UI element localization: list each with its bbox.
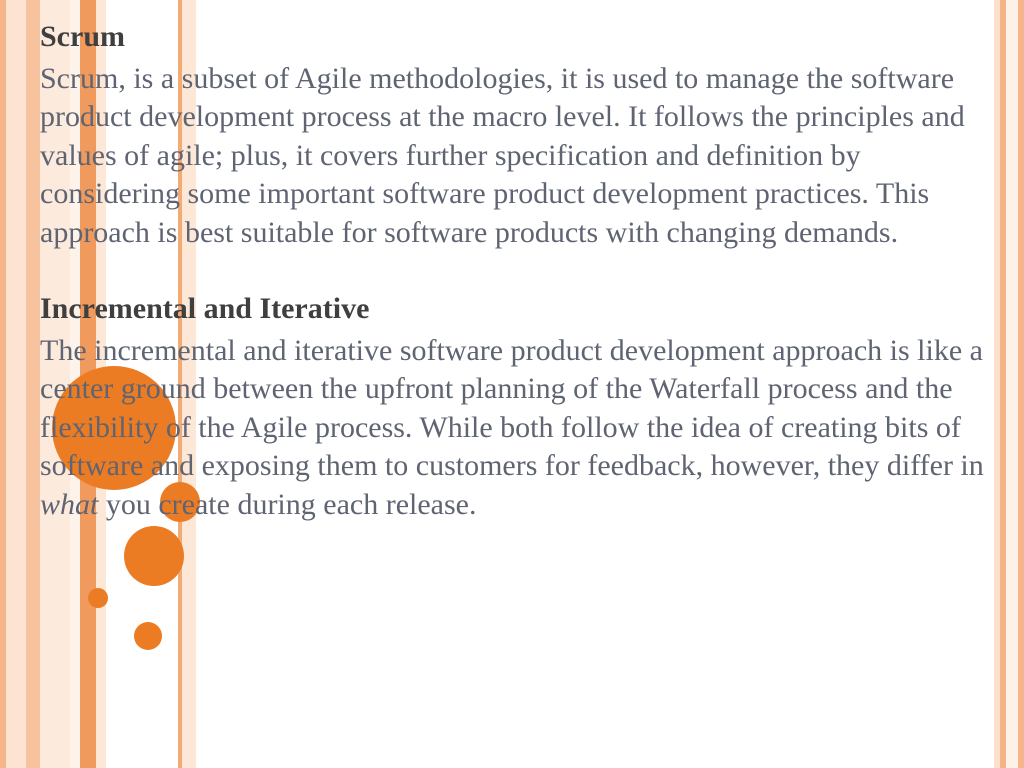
body-post-em: you create during each release. <box>98 488 476 521</box>
bg-circle <box>88 588 108 608</box>
body-em-what: what <box>40 488 98 521</box>
section-heading-incremental: Incremental and Iterative <box>40 292 984 326</box>
section-body-incremental: The incremental and iterative software p… <box>40 332 984 524</box>
body-pre-em: The incremental and iterative software p… <box>40 334 984 482</box>
section-body-scrum: Scrum, is a subset of Agile methodologie… <box>40 60 984 252</box>
bg-circle <box>134 622 162 650</box>
slide-content: Scrum Scrum, is a subset of Agile method… <box>0 0 1024 584</box>
section-heading-scrum: Scrum <box>40 20 984 54</box>
